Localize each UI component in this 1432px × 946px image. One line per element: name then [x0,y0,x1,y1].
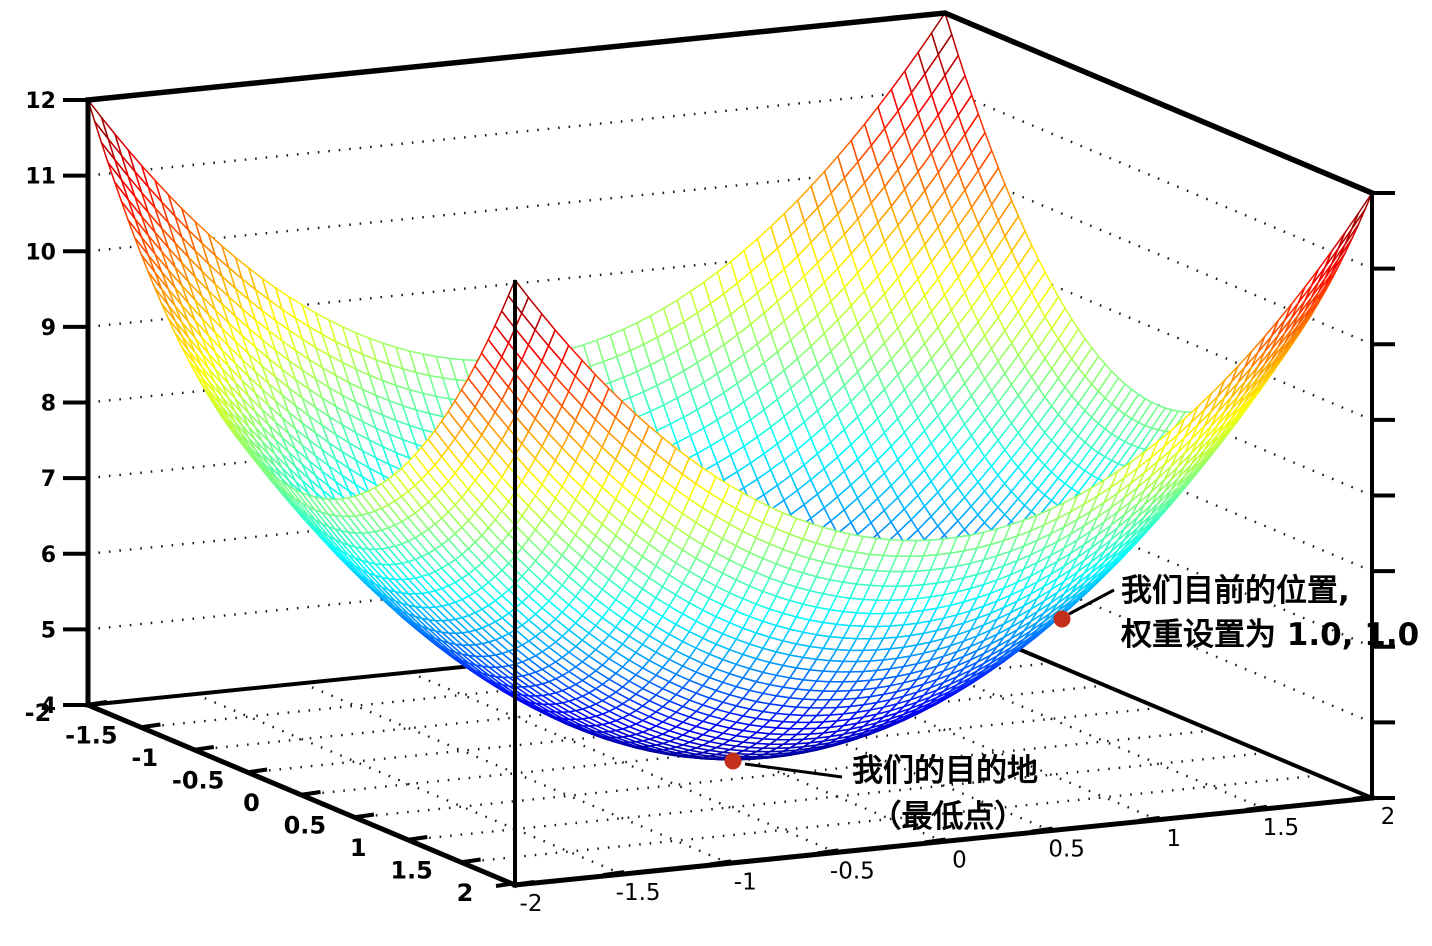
annotation-leader-line [744,762,843,779]
floor-grid-line [408,751,1266,842]
bottom-left-tick-label: -0.5 [172,767,224,795]
bottom-left-axis-tick [245,767,268,775]
annotation-text-line: 权重设置为 1.0, 1.0 [1120,617,1419,653]
z-tick-label: 4 [41,694,56,719]
bottom-left-tick-label: -2 [25,699,52,727]
z-tick-label: 8 [41,392,56,417]
annotation-current-position: 我们目前的位置, 权重设置为 1.0, 1.0 [1053,573,1419,653]
annotation-destination: 我们的目的地 （最低点） [724,752,1038,835]
surface-mesh [87,12,1373,761]
bottom-left-axis-tick [406,835,428,842]
bottom-right-axis-tick [924,837,946,845]
right-wall-grid-line [944,238,1373,422]
z-tick-label: 5 [41,618,56,643]
bottom-right-tick-label: 1 [1166,826,1181,852]
floor-grid-line [461,774,1319,864]
floor-grid-line [408,671,837,854]
bottom-right-tick-label: 2 [1381,804,1396,830]
floor-grid-line [194,692,623,876]
bottom-left-tick-label: 0.5 [284,812,327,840]
bottom-left-tick-label: 1 [350,834,367,862]
bottom-left-axis-tick [459,857,481,865]
z-tick-label: 9 [41,316,56,341]
floor-grid-line [837,627,1266,811]
annotation-text-line: 我们的目的地 [852,753,1038,789]
bottom-right-axis-tick [1245,804,1268,812]
bottom-right-axis-tick [602,870,625,878]
bottom-right-axis-tick [1031,826,1053,834]
bottom-left-axis-tick [299,790,321,797]
bottom-right-axis-tick [1138,815,1161,823]
floor-grid-line [354,729,1213,819]
bottom-right-tick-label: -2 [520,891,543,917]
left-wall-grid-line [87,87,946,177]
right-wall-grid-line [944,541,1373,724]
bottom-left-tick-label: 2 [457,879,474,907]
bottom-right-tick-label: -1.5 [616,880,661,906]
mesh-cell [87,99,109,140]
bottom-right-tick-label: 1.5 [1263,815,1300,841]
bottom-left-axis-tick [139,722,161,730]
z-tick-label: 7 [41,467,56,492]
z-tick-label: 12 [25,89,56,114]
bottom-left-tick-label: 0 [243,789,260,817]
bottom-right-axis-tick [817,848,839,856]
floor-grid-line [730,638,1159,821]
box-top-back-edges [84,10,1376,197]
left-wall-grid-line [87,163,946,253]
annotation-marker-dot [1053,610,1071,628]
bottom-right-tick-label: 0 [952,848,967,874]
bottom-left-axis-tick [352,812,375,820]
bottom-left-tick-label: -1 [131,744,158,772]
bottom-left-tick-label: -1.5 [65,722,117,750]
annotations: 我们目前的位置, 权重设置为 1.0, 1.0 我们的目的地 （最低点） [724,573,1419,835]
right-wall-grid-line [944,163,1373,346]
z-tick-label: 11 [25,165,56,190]
mesh-cell [930,12,953,55]
bottom-right-axis-tick [1352,794,1375,801]
annotation-leader-line [1068,588,1115,616]
bottom-left-axis-tick [192,745,215,752]
bottom-right-tick-label: -1 [734,869,757,895]
bottom-right-tick-label: -0.5 [830,858,875,884]
annotation-text-line: 我们目前的位置, [1121,573,1350,609]
z-tick-label: 6 [41,543,56,568]
right-wall-grid-line [944,465,1373,648]
right-wall-grid-line [944,87,1373,270]
annotation-marker-dot [724,752,742,770]
bottom-right-axis-tick [710,859,732,867]
bottom-left-tick-label: 1.5 [390,857,433,885]
bottom-right-tick-label: 0.5 [1048,837,1085,863]
bottom-right-axis-tick [495,881,518,888]
bottom-left-axis-tick [85,700,108,707]
z-tick-label: 10 [25,240,56,265]
annotation-text-line: （最低点） [871,799,1026,835]
